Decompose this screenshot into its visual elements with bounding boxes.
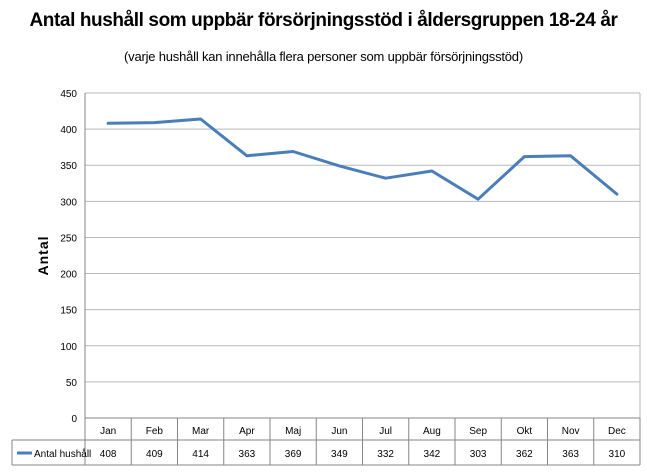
chart-subtitle: (varje hushåll kan innehålla flera perso… xyxy=(124,49,523,64)
y-tick-label: 400 xyxy=(60,125,77,136)
legend-label: Antal hushåll xyxy=(34,448,91,460)
table-value: 349 xyxy=(331,449,348,460)
x-tick-label: Feb xyxy=(146,426,164,437)
x-tick-label: Nov xyxy=(562,426,580,437)
y-axis-title: Antal xyxy=(35,236,51,276)
table-value: 409 xyxy=(146,449,163,460)
table-value: 369 xyxy=(285,449,302,460)
x-tick-label: Jan xyxy=(100,426,116,437)
table-value: 332 xyxy=(377,449,394,460)
x-tick-label: Dec xyxy=(608,426,626,437)
x-tick-label: Mar xyxy=(192,426,210,437)
y-tick-label: 150 xyxy=(60,306,77,317)
y-tick-label: 0 xyxy=(71,414,77,425)
y-tick-label: 350 xyxy=(60,161,77,172)
table-value: 310 xyxy=(609,449,626,460)
x-tick-label: Apr xyxy=(239,426,255,437)
y-tick-label: 50 xyxy=(66,378,78,389)
x-tick-label: Okt xyxy=(517,426,533,437)
series-line xyxy=(106,117,619,201)
x-tick-label: Sep xyxy=(469,426,487,437)
y-tick-label: 250 xyxy=(60,233,77,244)
y-tick-label: 450 xyxy=(60,89,77,100)
x-tick-label: Jun xyxy=(331,426,347,437)
x-tick-label: Aug xyxy=(423,426,441,437)
table-value: 414 xyxy=(192,449,209,460)
table-value: 362 xyxy=(516,449,533,460)
x-tick-label: Maj xyxy=(285,426,301,437)
table-value: 342 xyxy=(424,449,441,460)
table-value: 363 xyxy=(562,449,579,460)
table-value: 363 xyxy=(239,449,256,460)
y-tick-label: 300 xyxy=(60,197,77,208)
y-tick-label: 100 xyxy=(60,342,77,353)
table-value: 303 xyxy=(470,449,487,460)
x-tick-label: Jul xyxy=(379,426,392,437)
y-tick-label: 200 xyxy=(60,270,77,281)
chart-title: Antal hushåll som uppbär försörjningsstö… xyxy=(29,10,618,31)
table-value: 408 xyxy=(100,449,117,460)
